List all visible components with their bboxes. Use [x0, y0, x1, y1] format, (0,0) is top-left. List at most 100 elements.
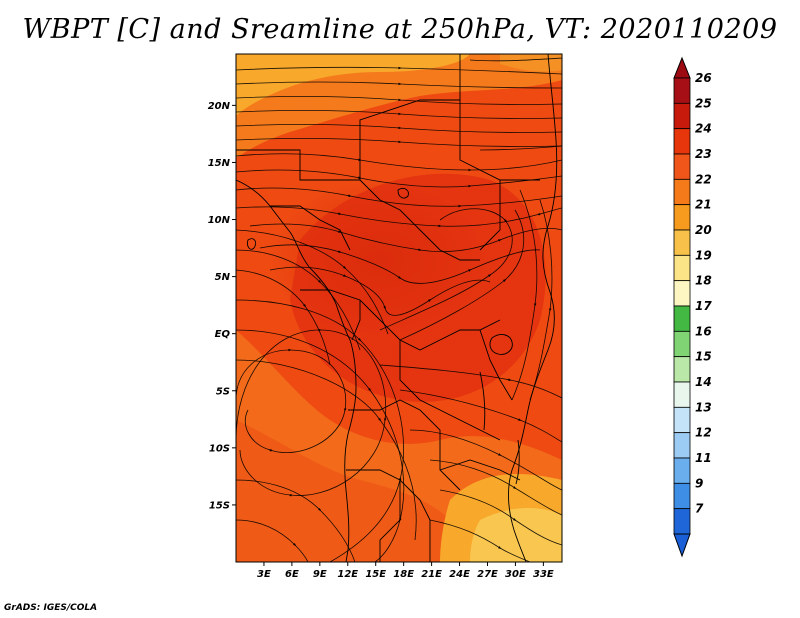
- colorbar-label: 13: [695, 400, 712, 414]
- colorbar-swatch: [673, 102, 691, 130]
- streamline: [236, 187, 562, 208]
- country-border: [300, 289, 501, 351]
- streamline: [236, 329, 405, 562]
- colorbar-label: 19: [695, 248, 712, 262]
- colorbar-label: 20: [695, 223, 712, 237]
- country-border: [479, 329, 513, 401]
- streamline: [236, 169, 562, 188]
- lat-tick-label: 5S: [216, 386, 230, 397]
- lon-tick-label: 12E: [337, 569, 358, 580]
- colorbar-label: 25: [695, 96, 712, 110]
- country-border: [459, 100, 540, 181]
- colorbar-label: 9: [695, 476, 703, 490]
- colorbar-swatch: [673, 482, 691, 510]
- lake-victoria: [489, 334, 513, 355]
- country-border: [439, 459, 521, 481]
- footer-credit: GrADS: IGES/COLA: [4, 603, 98, 613]
- streamline: [379, 208, 513, 331]
- streamline: [469, 57, 562, 62]
- streamline: [236, 81, 562, 89]
- lon-tick-label: 9E: [313, 569, 327, 580]
- lat-tick-label: 5N: [215, 272, 231, 283]
- colorbar-label: 23: [695, 147, 712, 161]
- coastline-west-africa: [236, 179, 357, 562]
- colorbar-label: 17: [695, 299, 712, 313]
- lake-malawi: [515, 439, 520, 485]
- colorbar-swatch: [673, 204, 691, 231]
- wbpt-region-hot-core: [270, 180, 490, 340]
- country-border: [379, 480, 401, 562]
- latitude-axis: 20N 15N 10N 5N EQ 5S 10S 15S: [208, 101, 236, 511]
- lon-tick-label: 30E: [505, 569, 526, 580]
- lon-tick-label: 15E: [365, 569, 386, 580]
- streamline: [236, 96, 562, 105]
- colorbar-label: 12: [695, 426, 712, 440]
- streamline: [236, 110, 562, 119]
- streamline: [236, 66, 562, 75]
- lake-chad: [397, 187, 409, 199]
- country-border: [346, 469, 431, 562]
- streamlines: [236, 57, 562, 562]
- lat-tick-label: 20N: [208, 101, 231, 112]
- streamline: [236, 229, 389, 335]
- country-border: [236, 149, 480, 261]
- colorbar-swatch: [673, 128, 691, 155]
- colorbar-swatch: [673, 432, 691, 459]
- streamline: [236, 249, 361, 351]
- colorbar-label: 21: [695, 198, 712, 212]
- streamline: [409, 429, 562, 491]
- colorbar-label: 14: [695, 375, 712, 389]
- streamline: [429, 519, 531, 562]
- lat-tick-label: 15N: [208, 158, 231, 169]
- colorbar-swatch: [673, 153, 691, 180]
- colorbar-swatch: [673, 406, 691, 434]
- colorbar-swatch: [673, 254, 691, 282]
- colorbar-swatch: [673, 178, 691, 206]
- colorbar-swatch: [673, 330, 691, 358]
- colorbar-swatch: [673, 457, 691, 484]
- coastline-east-africa: [507, 54, 558, 562]
- colorbar-label: 11: [695, 451, 712, 465]
- lake-volta: [247, 238, 257, 250]
- longitude-axis: 3E 6E 9E 12E 15E 18E 21E 24E 27E 30E 33E: [257, 562, 554, 580]
- colorbar-swatch: [673, 508, 691, 535]
- colorbar-label: 16: [695, 324, 712, 338]
- lon-tick-label: 27E: [477, 569, 498, 580]
- streamline: [236, 124, 562, 133]
- streamline: [236, 359, 417, 541]
- lon-tick-label: 33E: [533, 569, 554, 580]
- map-plot-area: [236, 54, 562, 562]
- colorbar-top-arrow: [673, 56, 691, 79]
- streamline: [236, 519, 309, 562]
- colorbar-swatch: [673, 381, 691, 408]
- country-border: [479, 180, 501, 251]
- streamline: [236, 138, 562, 147]
- lake-tanganyika: [479, 371, 486, 431]
- lon-tick-label: 21E: [421, 569, 442, 580]
- lat-tick-label: 15S: [209, 500, 230, 511]
- colorbar-swatch: [673, 280, 691, 307]
- colorbar-label: 15: [695, 350, 712, 364]
- colorbar-bottom-arrow: [673, 533, 691, 558]
- colorbar: 26 25 24 23 22 21 20 19 18 17 16 15 14 13 12 11 9 7: [673, 56, 712, 558]
- streamline: [439, 489, 562, 546]
- lon-tick-label: 24E: [449, 569, 470, 580]
- streamline: [429, 459, 562, 516]
- colorbar-swatch: [673, 229, 691, 256]
- country-border: [351, 300, 361, 341]
- lat-tick-label: 10S: [209, 443, 230, 454]
- streamline: [399, 209, 525, 341]
- colorbar-label: 18: [695, 274, 712, 288]
- colorbar-label: 26: [695, 71, 712, 85]
- streamline: [479, 145, 562, 151]
- lon-tick-label: 6E: [285, 569, 299, 580]
- colorbar-swatch: [673, 77, 691, 104]
- streamline: [249, 223, 562, 253]
- wbpt-region-northeast-cool: [500, 54, 562, 72]
- streamline: [379, 364, 562, 399]
- colorbar-label: 22: [695, 172, 712, 186]
- streamline: [399, 389, 562, 443]
- country-border: [359, 54, 461, 180]
- lat-tick-label: 10N: [208, 215, 231, 226]
- lon-tick-label: 3E: [257, 569, 271, 580]
